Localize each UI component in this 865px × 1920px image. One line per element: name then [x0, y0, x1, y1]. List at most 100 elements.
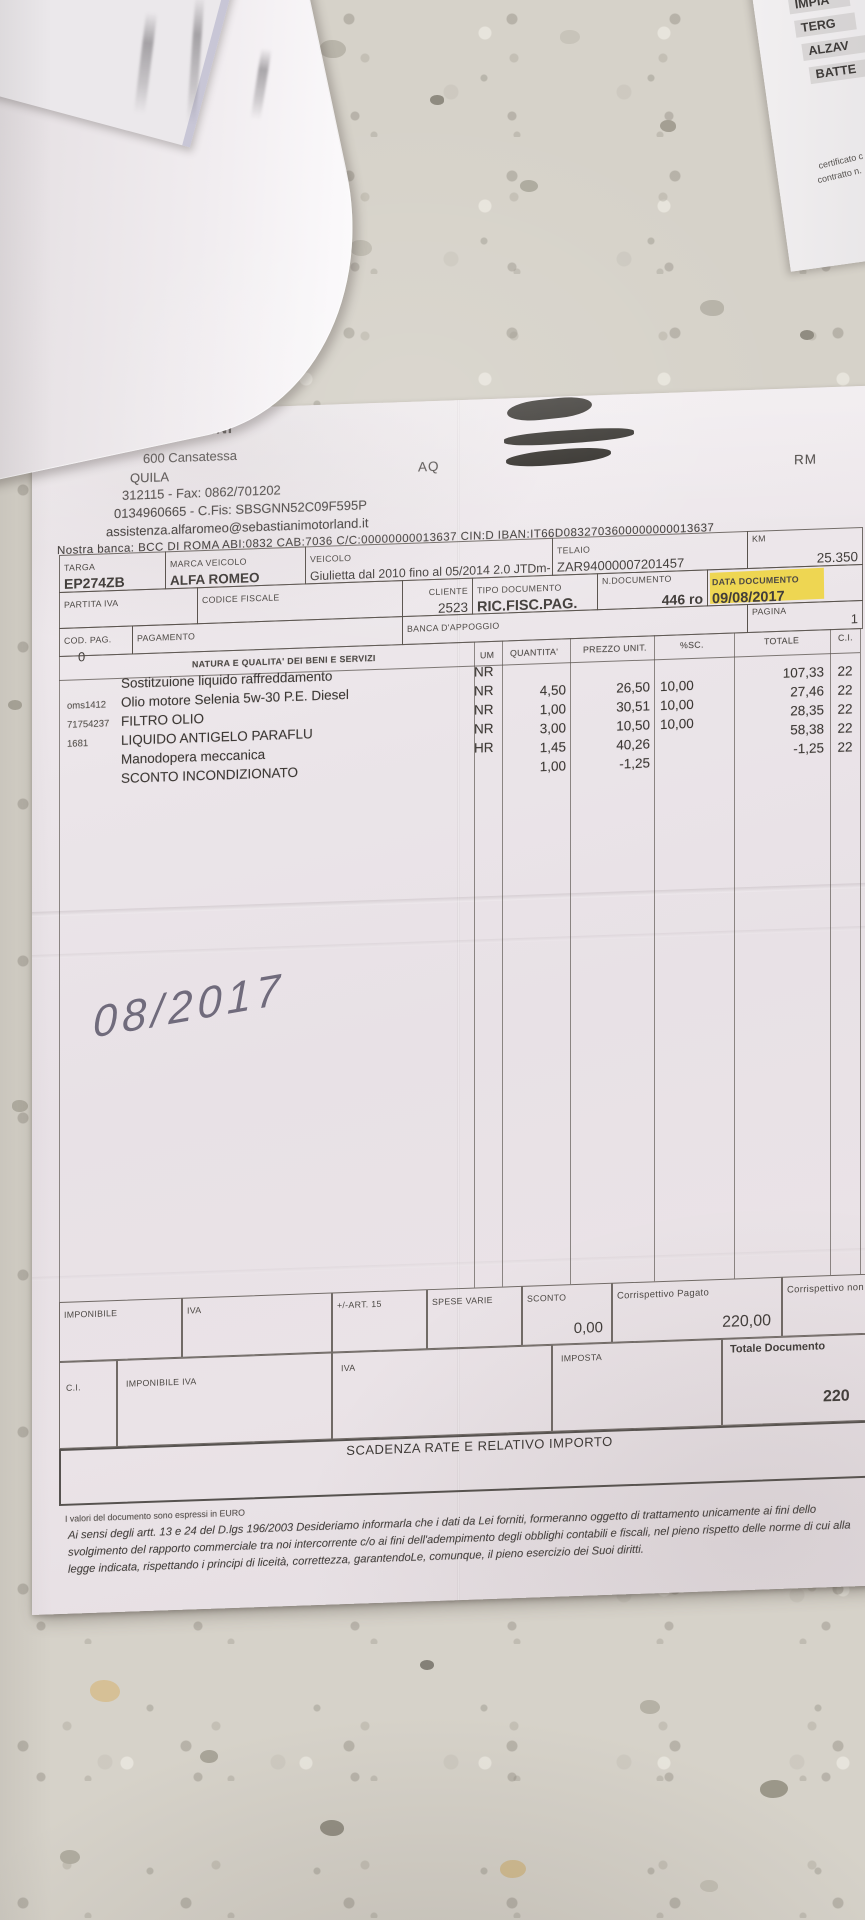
cell-cod-pag: COD. PAG. 0: [59, 625, 133, 664]
cell-corrispettivo-pagato: Corrispettivo Pagato 220,00: [612, 1276, 782, 1343]
item-quantity: 1,45: [539, 739, 566, 756]
redacted-customer-city: [505, 445, 612, 470]
corrispettivo-pagato-label: Corrispettivo Pagato: [617, 1287, 710, 1302]
qty-header: QUANTITA': [510, 646, 559, 659]
terrazzo-chip: [350, 240, 372, 256]
checklist-item: ALZAV: [801, 34, 865, 61]
cell-imposta: IMPOSTA: [552, 1338, 722, 1432]
terrazzo-chip: [500, 1860, 526, 1878]
terrazzo-chip: [200, 1750, 218, 1763]
item-ci: 22: [837, 682, 853, 698]
terrazzo-chip: [760, 1780, 788, 1798]
cell-km: KM 25.350: [747, 526, 863, 570]
item-um: NR: [474, 663, 494, 680]
item-description: Sostitzuione liquido raffreddamento: [121, 668, 333, 691]
terrazzo-chip: [60, 1850, 80, 1864]
item-ci: 22: [837, 663, 853, 679]
item-discount: 10,00: [660, 696, 694, 714]
province-right: RM: [794, 451, 817, 468]
cell-sconto: SCONTO 0,00: [522, 1282, 612, 1346]
pagina-label: PAGINA: [752, 605, 787, 617]
fold-crease-horizontal: [32, 882, 865, 917]
telaio-label: TELAIO: [557, 544, 591, 556]
terrazzo-chip: [560, 30, 580, 44]
item-quantity: 1,00: [539, 701, 566, 718]
totale-documento-label: Totale Documento: [730, 1340, 826, 1356]
iva-label: IVA: [187, 1305, 202, 1316]
terrazzo-chip: [12, 1100, 28, 1112]
pagina-value: 1: [850, 611, 858, 627]
item-discount: 10,00: [660, 715, 694, 733]
cliente-label: CLIENTE: [428, 585, 468, 598]
fold-crease-horizontal: [32, 925, 865, 959]
terrazzo-chip: [700, 1880, 718, 1892]
item-code: oms1412: [67, 699, 107, 712]
province-left: AQ: [418, 458, 440, 475]
partita-iva-label: PARTITA IVA: [64, 597, 119, 610]
totale-documento-value: 220: [823, 1387, 850, 1406]
item-discount: 10,00: [660, 677, 694, 695]
sc-header: %SC.: [680, 639, 704, 651]
marca-label: MARCA VEICOLO: [170, 556, 247, 570]
item-unit-price: 40,26: [616, 736, 650, 753]
spese-varie-label: SPESE VARIE: [432, 1294, 493, 1308]
redacted-customer-name: [506, 394, 593, 424]
imposta-label: IMPOSTA: [561, 1352, 603, 1364]
item-total: 58,38: [790, 721, 824, 738]
iva2-label: IVA: [341, 1362, 356, 1374]
terrazzo-chip: [90, 1680, 120, 1702]
banca-appoggio-label: BANCA D'APPOGGIO: [407, 620, 500, 634]
imponibile-iva-label: IMPONIBILE IVA: [126, 1376, 197, 1389]
item-code: 71754237: [67, 718, 110, 731]
cod-pag-value: 0: [78, 649, 86, 665]
km-label: KM: [752, 533, 766, 544]
cell-imponibile-iva: IMPONIBILE IVA: [117, 1352, 332, 1448]
cell-tipo-documento: TIPO DOCUMENTO RIC.FISC.PAG.: [472, 573, 598, 615]
fold-crease-horizontal: [32, 1247, 865, 1281]
cell-totale-documento: Totale Documento 220: [722, 1332, 865, 1426]
cell-corrispettivo-non-pagato: Corrispettivo non Pagato: [782, 1272, 865, 1337]
workshop-address-line2: QUILA: [130, 469, 170, 486]
item-unit-price: 10,50: [616, 717, 650, 734]
terrazzo-chip: [700, 300, 724, 316]
ci-total-label: C.I.: [66, 1382, 81, 1393]
cell-marca: MARCA VEICOLO ALFA ROMEO: [165, 546, 306, 590]
checklist-item: IMPIA: [787, 0, 851, 15]
terrazzo-chip: [8, 700, 22, 710]
terrazzo-chip: [320, 40, 346, 58]
cell-iva2: IVA: [332, 1344, 552, 1440]
corrispettivo-pagato-value: 220,00: [722, 1312, 771, 1331]
um-header: UM: [480, 649, 495, 661]
sconto-label: SCONTO: [527, 1292, 567, 1304]
item-unit-price: 26,50: [616, 679, 650, 696]
terrazzo-chip: [520, 180, 538, 192]
item-ci: 22: [837, 720, 853, 736]
item-unit-price: -1,25: [619, 755, 650, 772]
imponibile-label: IMPONIBILE: [64, 1308, 118, 1320]
item-quantity: 4,50: [539, 682, 566, 699]
terrazzo-chip: [320, 1820, 344, 1836]
item-total: 107,33: [782, 664, 824, 681]
item-total: -1,25: [793, 740, 824, 757]
item-unit-price: 30,51: [616, 698, 650, 715]
cell-iva: IVA: [182, 1292, 332, 1358]
km-value: 25.350: [816, 549, 858, 566]
tipo-documento-label: TIPO DOCUMENTO: [477, 582, 562, 596]
item-ci: 22: [837, 739, 853, 755]
n-documento-label: N.DOCUMENTO: [602, 573, 672, 587]
sconto-value: 0,00: [573, 1319, 603, 1338]
tot-header: TOTALE: [764, 635, 800, 647]
cell-spese-varie: SPESE VARIE: [427, 1285, 522, 1350]
items-table-right-border: [860, 628, 861, 1275]
cell-cliente: CLIENTE 2523: [402, 577, 473, 618]
corrispettivo-non-pagato-label: Corrispettivo non Pagato: [787, 1281, 865, 1296]
targa-label: TARGA: [64, 561, 96, 573]
terrazzo-chip: [430, 95, 444, 105]
cod-pag-label: COD. PAG.: [64, 634, 112, 646]
item-um: HR: [474, 739, 494, 756]
handwritten-date: 08/2017: [92, 964, 286, 1048]
workshop-phone-fax: 312115 - Fax: 0862/701202: [122, 482, 281, 503]
item-total: 27,46: [790, 683, 824, 700]
art15-label: +/-ART. 15: [337, 1298, 382, 1311]
